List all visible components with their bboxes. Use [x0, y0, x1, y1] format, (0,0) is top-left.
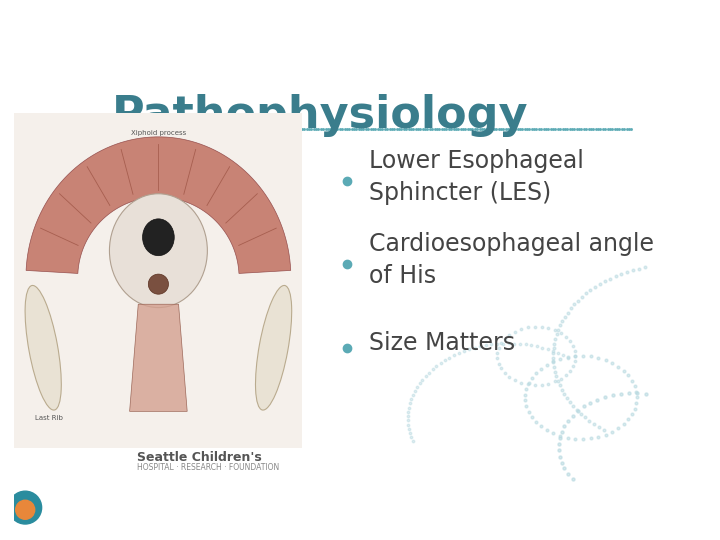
Circle shape — [143, 219, 174, 255]
Text: Cardioesophageal angle
of His: Cardioesophageal angle of His — [369, 232, 654, 288]
Polygon shape — [130, 304, 187, 411]
Text: HOSPITAL · RESEARCH · FOUNDATION: HOSPITAL · RESEARCH · FOUNDATION — [138, 463, 279, 472]
Circle shape — [16, 500, 35, 519]
Text: Lower Esophageal
Sphincter (LES): Lower Esophageal Sphincter (LES) — [369, 149, 584, 205]
Text: Pathophysiology: Pathophysiology — [112, 94, 528, 137]
Text: Seattle Children's: Seattle Children's — [138, 451, 262, 464]
Ellipse shape — [25, 286, 61, 410]
Circle shape — [9, 491, 42, 524]
Text: Last Rib: Last Rib — [35, 415, 63, 421]
Ellipse shape — [148, 274, 168, 294]
Circle shape — [109, 194, 207, 308]
Text: Xiphoid process: Xiphoid process — [131, 130, 186, 136]
Text: Size Matters: Size Matters — [369, 332, 515, 355]
Ellipse shape — [256, 286, 292, 410]
Polygon shape — [26, 137, 291, 273]
